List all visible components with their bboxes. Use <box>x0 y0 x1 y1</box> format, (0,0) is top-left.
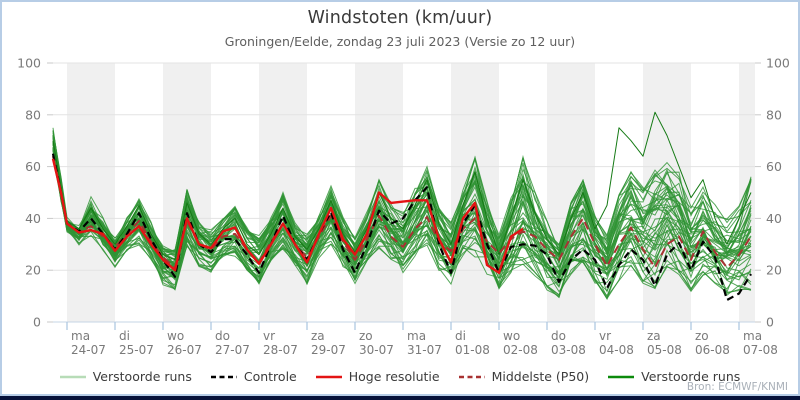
x-day-label: ma <box>743 329 762 343</box>
p50-line <box>52 155 752 269</box>
ensemble-member-line <box>52 127 752 293</box>
x-day-label: wo <box>503 329 520 343</box>
legend-item-1: Controle <box>210 369 297 384</box>
x-date-label: 26-07 <box>167 343 202 357</box>
y-tick-label-left: 60 <box>25 159 41 174</box>
legend-label: Controle <box>243 369 297 384</box>
legend-label: Verstoorde runs <box>641 369 741 384</box>
y-tick-label-right: 0 <box>766 315 774 330</box>
y-tick-label-left: 40 <box>25 211 41 226</box>
x-date-label: 31-07 <box>407 343 442 357</box>
ensemble-member-line <box>52 135 752 264</box>
x-day-label: za <box>647 329 661 343</box>
ensemble-member-line <box>52 148 752 291</box>
page-title: Windstoten (km/uur) <box>307 8 493 28</box>
legend-item-4: Verstoorde runs <box>608 369 740 384</box>
outlier-member-line-group <box>52 111 752 261</box>
frame-border-right <box>798 0 800 400</box>
x-day-label: ma <box>71 329 90 343</box>
ensemble-member-line <box>52 147 752 294</box>
y-tick-label-right: 100 <box>766 56 790 71</box>
legend-label: Hoge resolutie <box>348 369 440 384</box>
x-date-label: 04-08 <box>599 343 634 357</box>
legend: Verstoorde runs Controle Hoge resolutie Mid… <box>0 369 800 384</box>
x-date-label: 01-08 <box>455 343 490 357</box>
p50-line-group <box>52 155 752 269</box>
ensemble-member-line <box>52 148 752 269</box>
ensemble-member-line <box>52 153 752 272</box>
y-tick-label-right: 80 <box>766 107 782 122</box>
x-day-label: za <box>311 329 325 343</box>
chart-subtitle: Groningen/Eelde, zondag 23 juli 2023 (Ve… <box>224 34 576 49</box>
x-day-label: di <box>119 329 130 343</box>
y-tick-label-right: 40 <box>766 211 782 226</box>
x-date-label: 30-07 <box>359 343 394 357</box>
x-date-label: 24-07 <box>71 343 106 357</box>
x-date-label: 29-07 <box>311 343 346 357</box>
x-axis-ticks <box>66 322 740 330</box>
legend-line-swatch <box>315 375 342 378</box>
legend-item-2: Hoge resolutie <box>315 369 440 384</box>
x-day-label: wo <box>167 329 184 343</box>
x-date-label: 28-07 <box>263 343 298 357</box>
frame-border-bottom <box>0 394 800 396</box>
frame-navy-bar <box>0 396 800 400</box>
legend-line-swatch <box>458 375 485 378</box>
y-tick-label-left: 0 <box>33 315 41 330</box>
ensemble-lines <box>52 127 752 301</box>
source-attribution: Bron: ECMWF/KNMI <box>686 381 788 393</box>
legend-line-swatch <box>210 375 237 378</box>
x-day-label: ma <box>407 329 426 343</box>
y-tick-label-right: 60 <box>766 159 782 174</box>
x-date-label: 07-08 <box>743 343 778 357</box>
frame-border-top <box>0 0 800 2</box>
y-tick-label-left: 100 <box>17 56 41 71</box>
ensemble-member-line <box>52 149 752 256</box>
legend-item-3: Middelste (P50) <box>458 369 590 384</box>
x-day-label: vr <box>599 329 611 343</box>
outlier-member-line <box>52 111 752 261</box>
x-date-label: 02-08 <box>503 343 538 357</box>
x-day-label: vr <box>263 329 275 343</box>
legend-label: Middelste (P50) <box>491 369 590 384</box>
x-date-label: 27-07 <box>215 343 250 357</box>
hires-line <box>51 158 524 274</box>
legend-label: Verstoorde runs <box>92 369 192 384</box>
frame-border-left <box>0 0 2 400</box>
x-day-label: di <box>455 329 466 343</box>
x-day-label: zo <box>695 329 709 343</box>
legend-item-0: Verstoorde runs <box>59 369 192 384</box>
y-tick-label-right: 20 <box>766 263 782 278</box>
hires-line-group <box>51 158 524 274</box>
x-day-label: zo <box>359 329 373 343</box>
x-date-label: 06-08 <box>695 343 730 357</box>
x-axis-labels: ma24-07di25-07wo26-07do27-07vr28-07za29-… <box>71 329 778 357</box>
legend-line-swatch <box>608 375 635 378</box>
x-date-label: 25-07 <box>119 343 154 357</box>
x-day-label: do <box>215 329 230 343</box>
x-date-label: 05-08 <box>647 343 682 357</box>
y-axis-labels: 0 0 20 20 40 40 60 60 80 80 100 100 <box>17 56 790 330</box>
y-tick-label-left: 80 <box>25 107 41 122</box>
x-date-label: 03-08 <box>551 343 586 357</box>
legend-line-swatch <box>59 375 86 378</box>
ensemble-member-line <box>52 148 752 297</box>
x-day-label: do <box>551 329 566 343</box>
y-tick-label-left: 20 <box>25 263 41 278</box>
